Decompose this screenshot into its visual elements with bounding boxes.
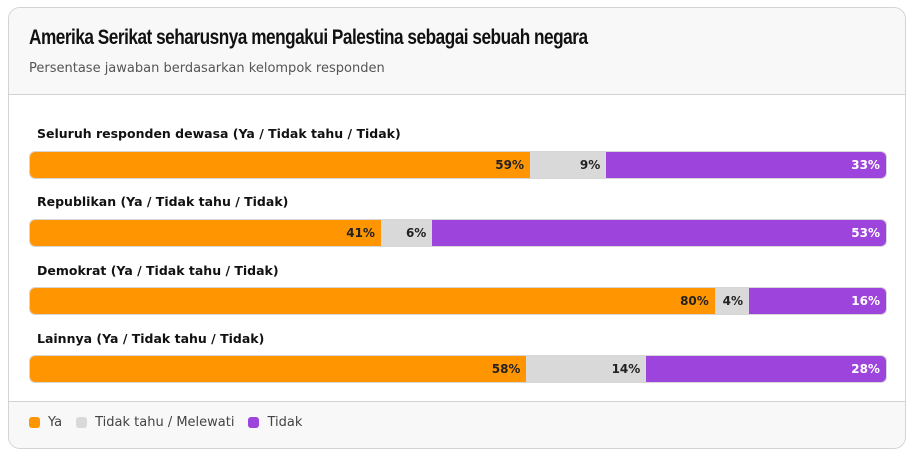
chart-footer: Ya Tidak tahu / Melewati Tidak — [9, 401, 905, 448]
segment-tidak: 33% — [606, 152, 886, 178]
legend-item-tidak-tahu: Tidak tahu / Melewati — [76, 415, 234, 430]
value-label: 16% — [851, 294, 880, 308]
value-label: 28% — [851, 362, 880, 376]
row-label: Republikan (Ya / Tidak tahu / Tidak) — [37, 194, 289, 209]
value-label: 80% — [680, 294, 709, 308]
value-label: 14% — [611, 362, 641, 376]
segment-tidak: 53% — [432, 220, 886, 246]
legend-item-tidak: Tidak — [248, 415, 302, 430]
value-label: 9% — [579, 158, 601, 172]
segment-tidak: 16% — [749, 288, 886, 314]
segment-ya: 59% — [30, 152, 531, 178]
legend-item-ya: Ya — [29, 415, 62, 430]
stacked-bar: 58% 14% 28% — [30, 356, 886, 382]
segment-tidak-tahu: 6% — [380, 220, 433, 246]
segment-ya: 41% — [30, 220, 381, 246]
row-label: Seluruh responden dewasa (Ya / Tidak tah… — [37, 126, 401, 141]
legend-label: Tidak — [267, 415, 303, 430]
value-label: 33% — [851, 158, 880, 172]
chart-title: Amerika Serikat seharusnya mengakui Pale… — [29, 26, 588, 49]
legend-swatch — [29, 417, 40, 428]
segment-tidak: 28% — [646, 356, 886, 382]
stacked-bar: 41% 6% 53% — [30, 220, 886, 246]
value-label: 4% — [722, 294, 744, 308]
segment-tidak-tahu: 4% — [714, 288, 750, 314]
chart-subtitle: Persentase jawaban berdasarkan kelompok … — [29, 61, 385, 76]
legend-swatch — [76, 417, 88, 428]
legend-label: Ya — [48, 415, 63, 430]
legend: Ya Tidak tahu / Melewati Tidak — [29, 415, 316, 430]
legend-label: Tidak tahu / Melewati — [95, 415, 235, 430]
stacked-bar: 80% 4% 16% — [30, 288, 886, 314]
value-label: 41% — [346, 226, 375, 240]
legend-swatch — [248, 417, 260, 428]
segment-tidak-tahu: 9% — [530, 152, 607, 178]
value-label: 6% — [405, 226, 427, 240]
segment-tidak-tahu: 14% — [526, 356, 647, 382]
row-label: Lainnya (Ya / Tidak tahu / Tidak) — [37, 331, 265, 346]
segment-ya: 58% — [30, 356, 527, 382]
segment-ya: 80% — [30, 288, 715, 314]
value-label: 59% — [495, 158, 525, 172]
chart-card: Amerika Serikat seharusnya mengakui Pale… — [8, 7, 906, 449]
chart-header: Amerika Serikat seharusnya mengakui Pale… — [9, 8, 905, 95]
value-label: 58% — [491, 362, 521, 376]
stacked-bar: 59% 9% 33% — [30, 152, 886, 178]
row-label: Demokrat (Ya / Tidak tahu / Tidak) — [37, 263, 279, 278]
value-label: 53% — [851, 226, 880, 240]
